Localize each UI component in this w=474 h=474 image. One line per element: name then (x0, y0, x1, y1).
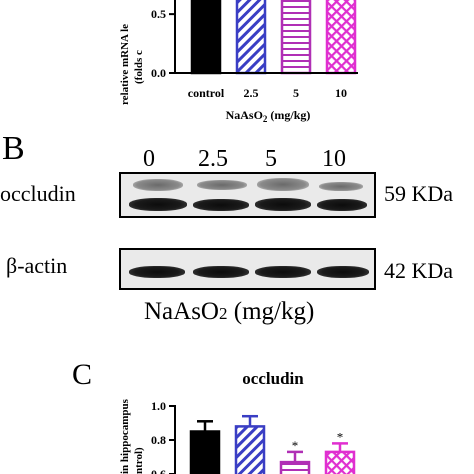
band-actin-3 (317, 266, 369, 278)
band-actin-1 (193, 266, 249, 278)
chart-c-bar-3 (324, 450, 356, 474)
chart-a-bar-0 (190, 0, 222, 75)
chart-c-ytick-label-1: 0.8 (151, 433, 166, 447)
band-occludin-1 (193, 199, 249, 211)
chart-c-ytick-label-0: 0.6 (151, 467, 166, 474)
chart-a-xtick-3: 10 (335, 86, 347, 100)
chart-c-title: occludin (242, 369, 304, 388)
band-occludin-faint-3 (319, 182, 363, 191)
blot-occludin (119, 172, 376, 218)
blot-beta-actin (119, 248, 376, 290)
band-occludin-2 (255, 198, 311, 211)
chart-c-ylabel-line2: ntrol) (133, 447, 145, 474)
chart-c-bar-0 (189, 430, 221, 474)
band-occludin-3 (317, 199, 367, 211)
chart-a-ytick-label-0: 0.0 (151, 66, 166, 80)
chart-c-bar-1 (234, 425, 266, 474)
chart-a-ylabel-line1: relative mRNA le (119, 24, 131, 105)
chart-c-ytick-label-2: 1.0 (151, 399, 166, 413)
band-occludin-faint-2 (257, 178, 309, 191)
band-occludin-faint-0 (133, 179, 183, 191)
protein-label-occludin: occludin (0, 181, 76, 206)
band-actin-0 (129, 266, 185, 278)
lane-label-2-5: 2.5 (198, 146, 228, 172)
chart-c-significance-2: * (292, 438, 299, 453)
panel-c-letter: C (72, 358, 93, 391)
lane-label-0: 0 (143, 146, 155, 172)
chart-c-bar-2 (279, 460, 311, 474)
blot-xlabel-main: NaAsO (144, 298, 219, 325)
chart-a-xtick-2: 5 (293, 86, 299, 100)
panel-b-letter: B (2, 130, 25, 167)
chart-a-xlabel: NaAsO2 (mg/kg) (226, 108, 311, 124)
lane-label-10: 10 (322, 146, 346, 172)
chart-a-bar-2 (280, 0, 312, 75)
chart-a-xtick-1: 2.5 (244, 86, 259, 100)
chart-c-significance-3: * (337, 429, 344, 444)
blot-xlabel-sub: 2 (219, 304, 228, 323)
blot-xlabel-unit: (mg/kg) (227, 298, 315, 325)
lane-label-5: 5 (265, 146, 277, 172)
chart-a-bar-3 (325, 0, 357, 75)
band-occludin-0 (129, 198, 187, 211)
chart-c-ylabel-line1: in hippocampus (119, 398, 131, 474)
blot-xlabel: NaAsO2 (mg/kg) (144, 299, 314, 324)
chart-a-ytick-label-1: 0.5 (151, 7, 166, 21)
band-occludin-faint-1 (197, 180, 247, 190)
chart-a-ylabel-line2: (folds c (133, 50, 145, 84)
size-label-occludin: 59 KDa (384, 181, 454, 206)
size-label-beta-actin: 42 KDa (384, 258, 454, 283)
protein-label-beta-actin: β-actin (6, 253, 68, 278)
chart-a: control 2.5 5 10 0.0 0.5 relative mRNA le (fold… (119, 0, 358, 124)
chart-a-bar-1 (235, 0, 267, 75)
chart-a-xtick-0: control (188, 86, 225, 100)
chart-c: occludin * * 0.6 0.8 1.0 in hippocampus ntrol) (119, 369, 356, 474)
band-actin-2 (255, 266, 311, 278)
